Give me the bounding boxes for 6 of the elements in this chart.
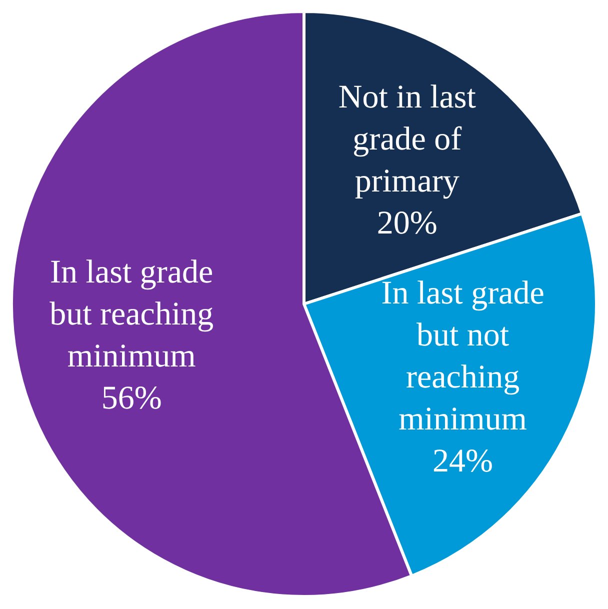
data-label: 56%	[101, 380, 162, 417]
slice-label: In last grade but reaching minimum	[50, 254, 214, 375]
data-label: 24%	[432, 443, 494, 480]
data-label: 20%	[376, 206, 438, 242]
slice-label: Not in last grade of primary	[338, 80, 476, 200]
slice-label: In last grade but not reaching minimum	[381, 275, 544, 438]
